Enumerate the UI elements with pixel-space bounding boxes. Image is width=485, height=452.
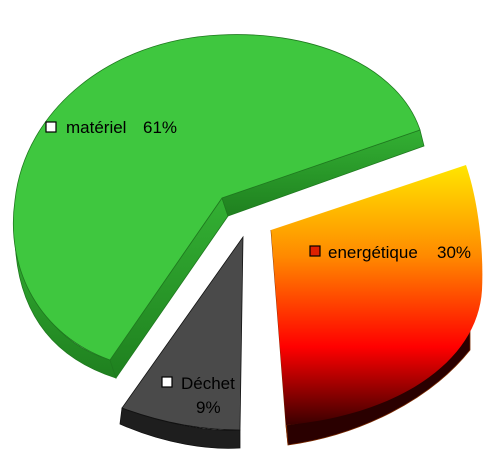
label-materiel-value: 61% (143, 118, 177, 137)
legend-key-dechet (161, 376, 173, 388)
label-dechet-name: Déchet (181, 374, 235, 393)
label-energetique: energétique 30% (309, 243, 471, 262)
label-energetique-name: energétique (328, 243, 418, 262)
legend-key-materiel (45, 121, 57, 133)
slice-energetique-top (271, 165, 483, 425)
label-dechet-value: 9% (196, 398, 221, 417)
slice-energetique (270, 165, 483, 446)
slice-materiel (12, 34, 425, 379)
label-materiel-name: matériel (66, 118, 126, 137)
label-materiel: matériel 61% (45, 118, 177, 137)
slice-materiel-top (12, 34, 421, 361)
label-dechet: Déchet 9% (161, 374, 235, 417)
legend-key-energetique (309, 245, 321, 257)
slice-dechet-top (121, 235, 244, 431)
slice-dechet (119, 235, 244, 449)
label-energetique-value: 30% (437, 243, 471, 262)
